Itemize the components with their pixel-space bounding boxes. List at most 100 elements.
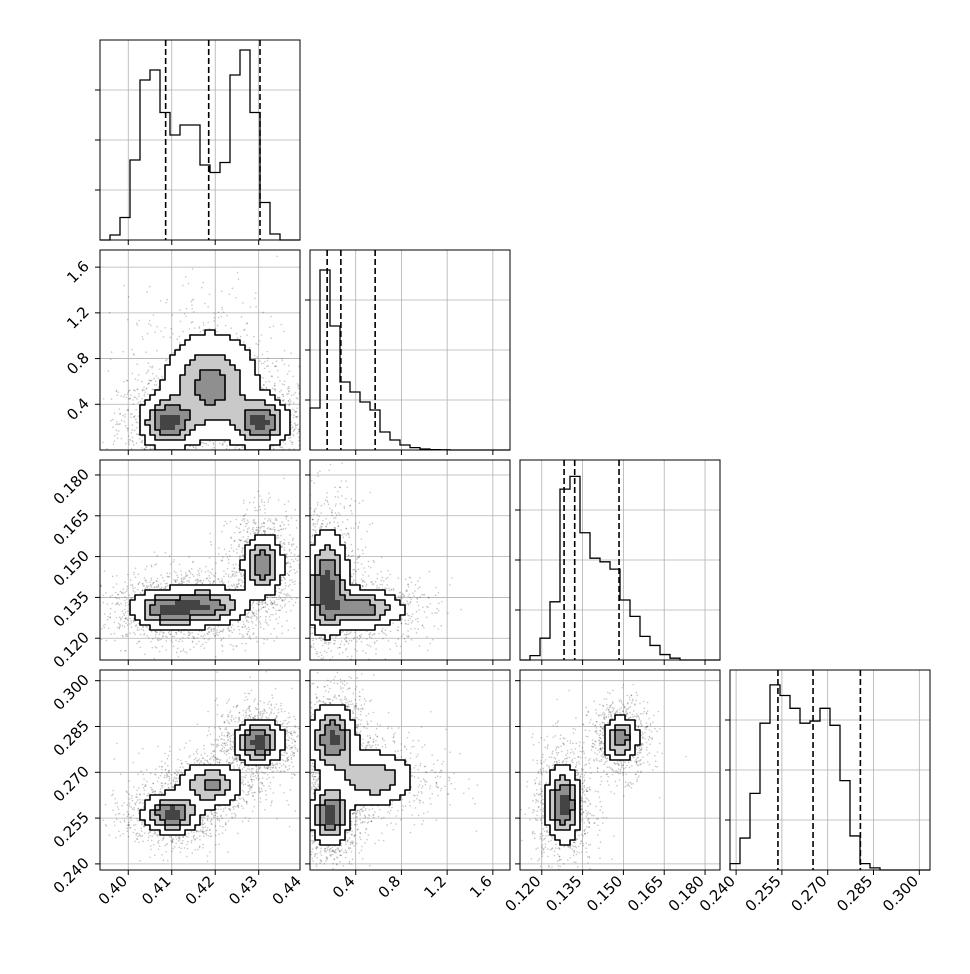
sample-point (249, 347, 251, 349)
sample-point (276, 360, 278, 362)
sample-point (254, 470, 256, 472)
sample-point (115, 424, 117, 426)
sample-point (118, 462, 120, 464)
sample-point (287, 629, 289, 631)
sample-point (218, 311, 220, 313)
sample-point (233, 465, 235, 467)
sample-point (152, 448, 154, 450)
sample-point (305, 506, 307, 508)
sample-point (216, 633, 218, 635)
sample-point (165, 552, 167, 554)
density-cell (205, 335, 210, 340)
sample-point (128, 398, 130, 400)
sample-point (160, 330, 162, 332)
sample-point (127, 319, 129, 321)
sample-point (126, 586, 128, 588)
sample-point (145, 626, 147, 628)
density-cell (235, 420, 240, 425)
sample-point (110, 608, 112, 610)
sample-point (195, 446, 197, 448)
sample-point (94, 449, 96, 451)
sample-point (133, 572, 135, 574)
sample-point (179, 342, 181, 344)
sample-point (144, 577, 146, 579)
density-cell (225, 385, 230, 390)
sample-point (191, 308, 193, 310)
sample-point (261, 452, 263, 454)
density-cell (185, 420, 190, 425)
density-cell (230, 370, 235, 375)
sample-point (147, 452, 149, 454)
sample-point (149, 380, 151, 382)
sample-point (165, 452, 167, 454)
sample-point (170, 563, 172, 565)
density-cell (245, 440, 250, 445)
sample-point (145, 579, 147, 581)
sample-point (209, 577, 211, 579)
sample-point (128, 390, 130, 392)
histogram-param-0 (100, 50, 300, 240)
sample-point (120, 650, 122, 652)
sample-point (254, 615, 256, 617)
density-cell (245, 420, 250, 425)
sample-point (193, 638, 195, 640)
sample-point (306, 416, 308, 418)
sample-point (305, 390, 307, 392)
sample-point (203, 322, 205, 324)
density-cell (255, 415, 260, 420)
sample-point (190, 572, 192, 574)
density-cell (200, 410, 205, 415)
sample-point (125, 611, 127, 613)
sample-point (173, 559, 175, 561)
sample-point (159, 479, 161, 481)
sample-point (129, 623, 131, 625)
density-cell (205, 420, 210, 425)
sample-point (286, 394, 288, 396)
sample-point (186, 652, 188, 654)
sample-point (215, 572, 217, 574)
sample-point (134, 454, 136, 456)
sample-point (189, 577, 191, 579)
sample-point (184, 453, 186, 455)
sample-point (172, 314, 174, 316)
density-cell (230, 375, 235, 380)
sample-point (130, 584, 132, 586)
sample-point (218, 632, 220, 634)
sample-point (113, 443, 115, 445)
sample-point (211, 451, 213, 453)
sample-point (256, 356, 258, 358)
density-cell (185, 370, 190, 375)
sample-point (151, 577, 153, 579)
sample-point (211, 631, 213, 633)
sample-point (153, 510, 155, 512)
density-cell (195, 425, 200, 430)
sample-point (114, 640, 116, 642)
sample-point (101, 639, 103, 641)
density-cell (195, 355, 200, 360)
sample-point (169, 576, 171, 578)
density-cell (200, 360, 205, 365)
sample-point (186, 455, 188, 457)
sample-point (102, 442, 104, 444)
sample-point (188, 634, 190, 636)
sample-point (302, 416, 304, 418)
sample-point (301, 407, 303, 409)
sample-point (205, 456, 207, 458)
sample-point (298, 384, 300, 386)
sample-point (192, 641, 194, 643)
sample-point (94, 601, 96, 603)
sample-point (130, 394, 132, 396)
sample-point (138, 393, 140, 395)
density-cell (140, 405, 145, 410)
sample-point (103, 398, 105, 400)
sample-point (179, 451, 181, 453)
sample-point (226, 445, 228, 447)
sample-point (179, 479, 181, 481)
sample-point (177, 577, 179, 579)
sample-point (126, 463, 128, 465)
sample-point (184, 651, 186, 653)
sample-point (272, 451, 274, 453)
sample-point (126, 598, 128, 600)
sample-point (138, 395, 140, 397)
density-cell (225, 405, 230, 410)
